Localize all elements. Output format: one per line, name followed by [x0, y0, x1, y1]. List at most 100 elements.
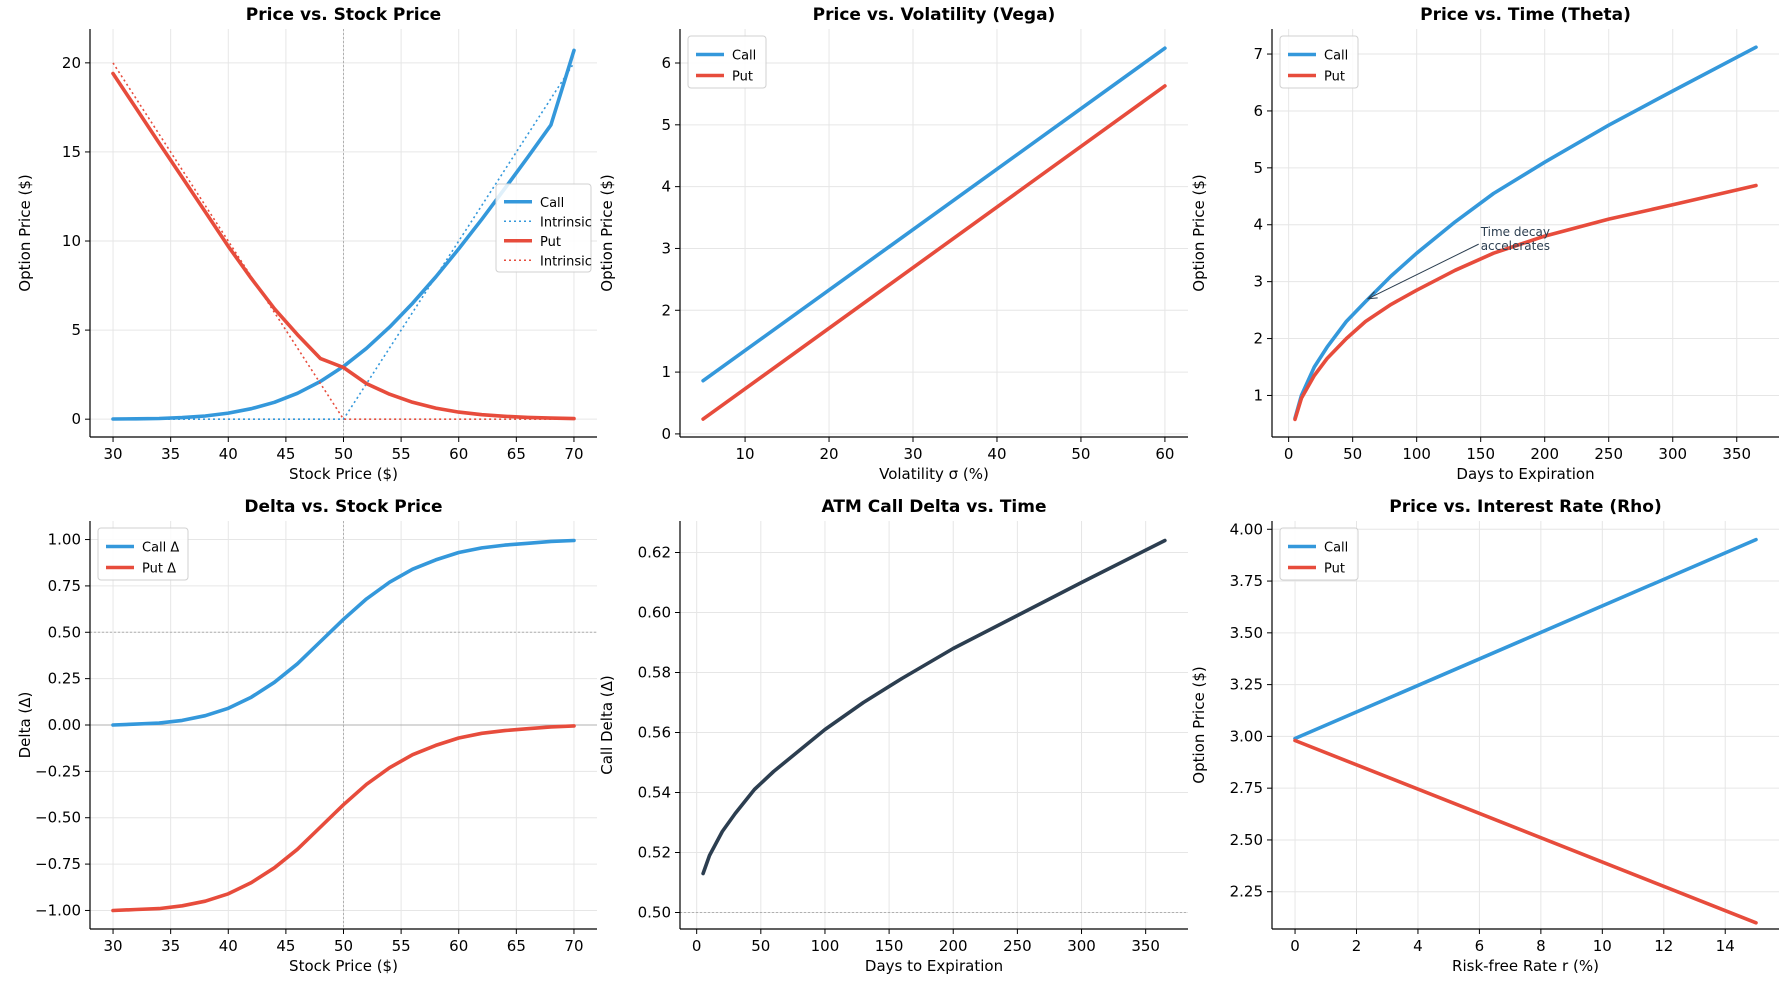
- x-tick-label: 250: [1594, 445, 1623, 463]
- x-tick-label: 30: [103, 937, 122, 955]
- y-tick-label: 0.62: [638, 544, 671, 562]
- x-tick-label: 350: [1722, 445, 1751, 463]
- y-tick-label: 0.54: [638, 784, 671, 802]
- y-tick-label: 2: [661, 301, 671, 319]
- x-tick-label: 35: [161, 445, 180, 463]
- chart-title: Price vs. Stock Price: [246, 5, 441, 25]
- y-tick-label: 1: [1253, 386, 1263, 404]
- series-line-3: [111, 71, 576, 421]
- legend-label: Call Δ: [142, 541, 179, 556]
- y-tick-label: 5: [661, 116, 671, 134]
- chart-title: Price vs. Time (Theta): [1420, 5, 1631, 25]
- legend: Call Δ Put Δ: [97, 527, 189, 581]
- chart-title: ATM Call Delta vs. Time: [821, 497, 1046, 517]
- legend-label: Call: [540, 196, 564, 211]
- y-tick-label: 10: [62, 232, 81, 250]
- legend-label: Call: [1324, 49, 1348, 64]
- x-tick-label: 30: [103, 445, 122, 463]
- x-tick-label: 40: [987, 445, 1006, 463]
- y-tick-label: 0.75: [48, 577, 81, 595]
- y-tick-label: 2: [1253, 330, 1263, 348]
- chart-panel-2: 10 20 30 40 50 60 0 1 2 3 4 5 6 Price vs. Volatility …: [598, 5, 1188, 483]
- chart-title: Price vs. Volatility (Vega): [813, 5, 1056, 25]
- series-line-2: [701, 84, 1167, 421]
- y-tick-label: 0.56: [638, 724, 671, 742]
- legend: Call Put: [1279, 35, 1359, 89]
- x-tick-label: 50: [334, 445, 353, 463]
- x-axis-label: Days to Expiration: [865, 957, 1003, 975]
- x-tick-label: 50: [1071, 445, 1090, 463]
- x-tick-label: 55: [392, 937, 411, 955]
- annotation-text: Time decay: [1480, 225, 1550, 239]
- x-tick-label: 200: [939, 937, 968, 955]
- chart-panel-3: 0 50 100 150 200 250 300 350 1 2 3 4 5 6 7 Price vs. Ti…: [1190, 5, 1779, 483]
- x-tick-label: 250: [1003, 937, 1032, 955]
- x-axis-label: Stock Price ($): [289, 465, 398, 483]
- legend-label: Call: [1324, 541, 1348, 556]
- x-tick-label: 12: [1654, 937, 1673, 955]
- x-tick-label: 70: [564, 445, 583, 463]
- y-tick-label: 6: [1253, 102, 1263, 120]
- legend-label: Put: [540, 235, 561, 250]
- x-tick-label: 30: [903, 445, 922, 463]
- y-tick-label: 3: [1253, 273, 1263, 291]
- x-tick-label: 50: [751, 937, 770, 955]
- legend: Call Put: [1279, 527, 1359, 581]
- y-tick-label: 5: [1253, 159, 1263, 177]
- y-tick-label: 5: [71, 321, 81, 339]
- x-tick-label: 70: [564, 937, 583, 955]
- y-tick-label: 2.25: [1230, 883, 1263, 901]
- legend-label: Put: [732, 70, 753, 85]
- x-tick-label: 50: [1343, 445, 1362, 463]
- x-tick-label: 100: [811, 937, 840, 955]
- x-tick-label: 65: [507, 445, 526, 463]
- y-tick-label: 0: [661, 425, 671, 443]
- y-tick-label: 4: [1253, 216, 1263, 234]
- series-line-1: [111, 538, 576, 727]
- y-tick-label: 2.75: [1230, 779, 1263, 797]
- y-tick-label: 6: [661, 54, 671, 72]
- y-tick-label: 4.00: [1230, 520, 1263, 538]
- y-tick-label: 1.00: [48, 531, 81, 549]
- y-axis-label: Call Delta (Δ): [598, 675, 616, 775]
- x-tick-label: 45: [276, 937, 295, 955]
- y-tick-label: 0.60: [638, 604, 671, 622]
- x-tick-label: 200: [1530, 445, 1559, 463]
- x-tick-label: 10: [1593, 937, 1612, 955]
- series-line-4: [112, 62, 574, 421]
- x-tick-label: 0: [692, 937, 702, 955]
- y-tick-label: 0: [71, 410, 81, 428]
- y-tick-label: −0.50: [35, 809, 81, 827]
- chart-panel-5: 0 50 100 150 200 250 300 350 0.50 0.52 0.54 0.56 0.5…: [598, 497, 1188, 975]
- chart-title: Delta vs. Stock Price: [244, 497, 442, 517]
- y-axis-label: Option Price ($): [1190, 174, 1208, 291]
- y-tick-label: 20: [62, 54, 81, 72]
- chart-panel-6: 0 2 4 6 8 10 12 14 2.25 2.50 2.75 3.00 3.25 3.50 3.75 4…: [1190, 497, 1779, 975]
- series-line-2: [111, 724, 576, 913]
- x-tick-label: 55: [392, 445, 411, 463]
- y-tick-label: 3.50: [1230, 624, 1263, 642]
- y-tick-label: 0.52: [638, 844, 671, 862]
- legend-label: Put Δ: [142, 562, 176, 577]
- x-tick-label: 35: [161, 937, 180, 955]
- y-axis-label: Delta (Δ): [16, 692, 34, 759]
- x-tick-label: 65: [507, 937, 526, 955]
- x-tick-label: 100: [1402, 445, 1431, 463]
- x-tick-label: 20: [819, 445, 838, 463]
- y-tick-label: −0.25: [35, 762, 81, 780]
- x-tick-label: 150: [1466, 445, 1495, 463]
- x-tick-label: 50: [334, 937, 353, 955]
- legend: Call Intrinsic Put Intrinsic: [495, 183, 592, 273]
- chart-panel-4: 30 35 40 45 50 55 60 65 70 −1.00 −0.75 −0.50 −0.25 0.…: [16, 497, 597, 975]
- y-tick-label: 15: [62, 143, 81, 161]
- y-tick-label: 3: [661, 239, 671, 257]
- legend: Call Put: [687, 35, 767, 89]
- x-tick-label: 40: [219, 445, 238, 463]
- legend-label: Put: [1324, 562, 1345, 577]
- series-line-2: [113, 62, 575, 421]
- y-tick-label: 1: [661, 363, 671, 381]
- annotation-arrowhead: [1366, 291, 1378, 300]
- x-tick-label: 300: [1067, 937, 1096, 955]
- x-tick-label: 2: [1352, 937, 1362, 955]
